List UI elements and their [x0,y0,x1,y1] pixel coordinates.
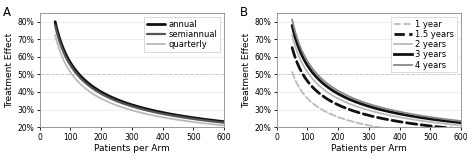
1 year [366,124,372,126]
semiannual [165,114,171,116]
quarterly [96,96,101,98]
2 years [289,34,295,36]
quarterly [165,117,171,119]
1.5 years [417,124,422,126]
2 years [366,109,372,111]
semiannual [82,82,88,83]
semiannual [152,111,157,113]
1.5 years [319,94,325,96]
2 years [402,117,408,119]
1.5 years [389,119,394,121]
1 year [319,109,325,111]
quarterly [52,34,58,36]
annual [129,104,135,106]
1 year [417,132,422,134]
Text: B: B [240,6,248,19]
quarterly [152,115,157,117]
Line: quarterly: quarterly [55,35,224,125]
quarterly [221,124,227,126]
4 years [289,18,295,20]
semiannual [96,91,101,93]
quarterly [180,120,185,121]
annual [82,79,88,81]
semiannual [52,24,58,26]
Y-axis label: Treatment Effect: Treatment Effect [6,32,15,108]
3 years [417,116,422,118]
semiannual [221,122,227,124]
annual [180,115,185,117]
3 years [319,82,325,83]
quarterly [129,109,135,111]
quarterly [82,87,88,89]
4 years [458,120,464,122]
semiannual [180,116,185,118]
Line: semiannual: semiannual [55,25,224,123]
4 years [319,78,325,80]
3 years [402,114,408,116]
Legend: annual, semiannual, quarterly: annual, semiannual, quarterly [145,17,220,52]
4 years [417,114,422,116]
3 years [289,24,295,26]
Line: 1.5 years: 1.5 years [292,48,461,129]
2 years [417,120,422,121]
1.5 years [333,103,338,105]
Line: 4 years: 4 years [292,19,461,121]
Line: 3 years: 3 years [292,25,461,123]
Line: 2 years: 2 years [292,35,461,125]
Line: annual: annual [55,22,224,122]
1.5 years [289,47,295,48]
annual [221,121,227,123]
annual [52,21,58,23]
1 year [458,135,464,137]
2 years [333,96,338,98]
1 year [402,130,408,132]
Y-axis label: Treatment Effect: Treatment Effect [243,32,252,108]
3 years [366,105,372,107]
4 years [366,103,372,105]
semiannual [129,105,135,107]
1 year [289,71,295,73]
2 years [458,124,464,126]
1.5 years [458,128,464,130]
2 years [389,115,394,117]
X-axis label: Patients per Arm: Patients per Arm [331,144,407,153]
3 years [458,122,464,124]
annual [152,110,157,112]
4 years [402,112,408,114]
1.5 years [402,122,408,124]
1 year [333,115,338,117]
X-axis label: Patients per Arm: Patients per Arm [94,144,170,153]
1 year [389,128,394,130]
3 years [389,111,394,113]
2 years [319,87,325,89]
4 years [333,88,338,90]
Text: A: A [3,6,11,19]
annual [165,113,171,114]
4 years [389,109,394,111]
1.5 years [366,114,372,116]
3 years [333,91,338,93]
annual [96,90,101,91]
Line: 1 year: 1 year [292,72,461,136]
Legend: 1 year, 1.5 years, 2 years, 3 years, 4 years: 1 year, 1.5 years, 2 years, 3 years, 4 y… [392,17,457,72]
